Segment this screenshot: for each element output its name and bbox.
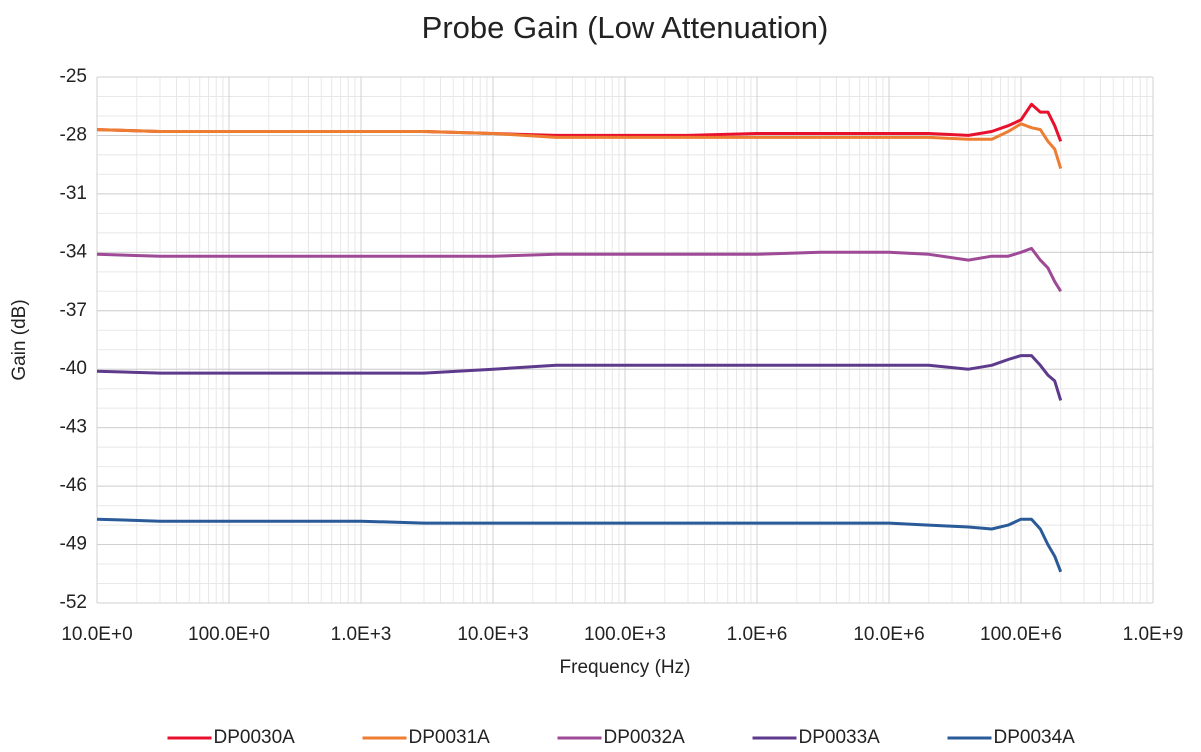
x-tick-label: 1.0E+9: [1123, 624, 1184, 645]
x-tick-label: 100.0E+0: [188, 624, 270, 645]
y-tick-label: -25: [60, 66, 87, 87]
x-tick-label: 1.0E+3: [331, 624, 392, 645]
x-tick-label: 10.0E+6: [853, 624, 924, 645]
y-tick-label: -52: [60, 592, 87, 613]
series-line: [96, 122, 1063, 170]
y-tick-label: -43: [60, 417, 87, 438]
y-tick-label: -37: [60, 300, 87, 321]
y-axis-label: Gain (dB): [9, 299, 30, 380]
x-tick-label: 100.0E+6: [980, 624, 1062, 645]
legend-label: DP0031A: [409, 727, 491, 748]
y-tick-label: -40: [60, 358, 87, 379]
y-tick-label: -49: [60, 534, 87, 555]
x-tick-label: 1.0E+6: [727, 624, 788, 645]
y-tick-label: -31: [60, 183, 87, 204]
series-line: [96, 246, 1062, 293]
legend-label: DP0032A: [604, 727, 686, 748]
legend-label: DP0033A: [799, 727, 881, 748]
series-line: [96, 517, 1063, 573]
legend-label: DP0030A: [214, 727, 296, 748]
y-tick-label: -46: [60, 475, 87, 496]
y-tick-label: -28: [60, 124, 87, 145]
chart-title: Probe Gain (Low Attenuation): [422, 10, 829, 45]
x-tick-label: 10.0E+0: [61, 624, 132, 645]
x-tick-label: 10.0E+3: [457, 624, 528, 645]
legend-label: DP0034A: [994, 727, 1076, 748]
series-line: [96, 354, 1063, 401]
y-tick-label: -34: [60, 241, 88, 262]
x-tick-label: 100.0E+3: [584, 624, 666, 645]
x-axis-label: Frequency (Hz): [560, 657, 691, 678]
